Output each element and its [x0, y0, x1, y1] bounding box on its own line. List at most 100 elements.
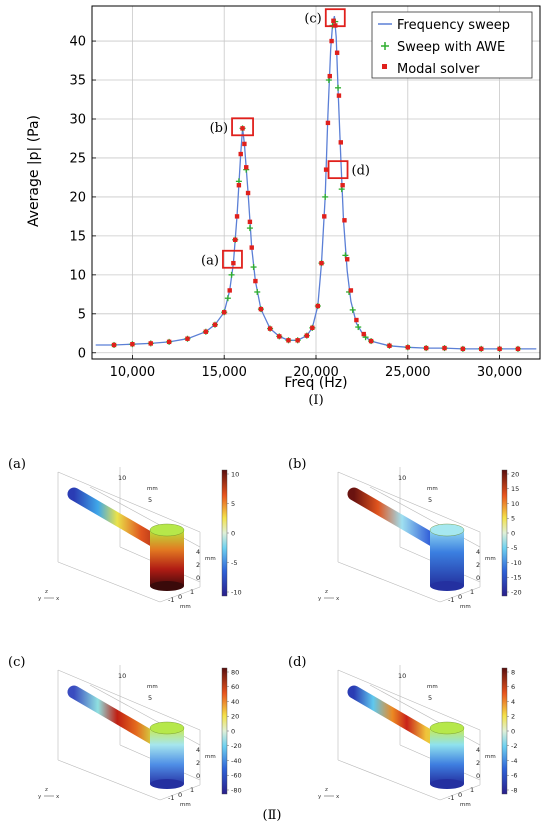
- svg-text:y: y: [38, 794, 42, 800]
- legend-swatch-sweep-awe: [381, 42, 389, 50]
- x-tick-label: 15,000: [201, 365, 247, 380]
- svg-text:y: y: [38, 596, 42, 602]
- axis-bottom-tick: -1: [168, 794, 174, 802]
- svg-text:y: y: [318, 596, 322, 602]
- marker-b: (b): [210, 117, 254, 137]
- axis-unit-top: mm: [427, 684, 438, 690]
- panel-label: (b): [288, 457, 306, 472]
- point-sweep-awe: [254, 288, 261, 295]
- axis-tick-mid: 5: [428, 694, 432, 702]
- point-modal-solver: [238, 151, 243, 157]
- colorbar-tick-label: -10: [511, 559, 522, 567]
- point-modal-solver: [111, 342, 117, 348]
- marker-c: (c): [304, 8, 346, 28]
- axis-bottom-tick: -1: [168, 596, 174, 604]
- point-modal-solver: [361, 331, 366, 337]
- point-modal-solver: [203, 329, 209, 334]
- marker-d: (d): [327, 160, 370, 180]
- point-modal-solver: [247, 219, 253, 225]
- axis-bottom-unit: mm: [460, 802, 471, 808]
- colorbar-tick-label: 0: [511, 727, 515, 735]
- colorbar-tick-label: -6: [511, 772, 517, 780]
- colorbar-tick-label: -4: [511, 757, 517, 765]
- axis-ticks: 10,000 15,000 20,000 25,000 30,000 0 5 10 15 20 25…: [69, 35, 522, 380]
- svg-text:x: x: [336, 596, 340, 602]
- axis-bottom-tick: -1: [448, 596, 454, 604]
- axis-z-tick: 0: [476, 574, 480, 582]
- axis-tick-top: 10: [398, 474, 406, 482]
- colorbar-tick-label: -5: [511, 544, 517, 552]
- axis-z-tick: 4: [196, 746, 200, 754]
- cylinder-base: [150, 581, 184, 591]
- axis-bottom-tick: 0: [178, 791, 182, 799]
- axis-bottom-tick: 1: [470, 786, 474, 794]
- colorbar-tick-label: -10: [231, 588, 242, 596]
- point-modal-solver: [234, 214, 240, 219]
- colorbar-tick-label: -20: [231, 742, 242, 750]
- axis-z-tick: 2: [196, 561, 200, 569]
- svg-text:x: x: [336, 794, 340, 800]
- point-sweep-awe: [322, 193, 329, 200]
- marker-label: (b): [210, 121, 228, 136]
- axis-z-tick: 2: [476, 561, 480, 569]
- cylinder-top: [149, 523, 185, 537]
- svg-text:x: x: [56, 794, 60, 800]
- colorbar-tick-label: -5: [231, 559, 237, 567]
- axis-unit-top: mm: [147, 486, 158, 492]
- point-modal-solver: [286, 338, 291, 343]
- cylinder-field: [150, 530, 184, 586]
- colorbar-tick-label: -2: [511, 742, 517, 750]
- axis-triad-icon: zy x: [318, 589, 340, 602]
- colorbar-tick-label: 5: [231, 500, 235, 508]
- axis-z-tick: 4: [476, 746, 480, 754]
- point-modal-solver: [327, 73, 332, 79]
- legend-label-sweep-awe: Sweep with AWE: [397, 40, 505, 55]
- point-sweep-awe: [250, 264, 257, 271]
- axis-unit-top: mm: [427, 486, 438, 492]
- colorbar-tick-label: -40: [231, 757, 242, 765]
- grid-lines: [92, 6, 540, 359]
- axis-z-tick: 4: [476, 548, 480, 556]
- point-modal-solver: [236, 183, 242, 188]
- cylinder-top: [149, 721, 185, 735]
- colorbar-tick-label: 10: [231, 470, 239, 478]
- axis-bottom-tick: 1: [470, 588, 474, 596]
- point-modal-solver: [130, 341, 135, 347]
- axis-bottom-tick: 1: [190, 588, 194, 596]
- axis-z-tick: 0: [196, 574, 200, 582]
- y-tick-label: 20: [69, 190, 86, 205]
- point-sweep-awe: [228, 271, 235, 278]
- colorbar-tick-label: 20: [231, 713, 239, 721]
- legend-label-modal-solver: Modal solver: [397, 62, 480, 77]
- point-modal-solver: [322, 214, 327, 219]
- y-tick-label: 5: [78, 307, 86, 322]
- highlight-markers: (a) (b) (c) (d): [201, 8, 370, 269]
- point-modal-solver: [336, 93, 342, 98]
- caption-bottom: (Ⅱ): [263, 808, 282, 823]
- axis-bottom-tick: 0: [178, 593, 182, 601]
- axis-z-tick: 2: [196, 759, 200, 767]
- point-modal-solver: [423, 345, 429, 351]
- colorbar-tick-label: -20: [511, 588, 522, 596]
- colorbar: [501, 469, 508, 597]
- point-modal-solver: [338, 140, 343, 145]
- point-modal-solver: [331, 18, 336, 24]
- axis-bottom-tick: 1: [190, 786, 194, 794]
- colorbar-tick-label: 8: [511, 668, 515, 676]
- point-modal-solver: [227, 288, 232, 293]
- point-sweep-awe: [355, 324, 362, 331]
- point-modal-solver: [319, 260, 324, 266]
- point-sweep-awe: [349, 306, 356, 313]
- point-modal-solver: [185, 336, 190, 341]
- point-modal-solver: [221, 310, 227, 315]
- axis-z-tick: 4: [196, 548, 200, 556]
- legend-box: [371, 11, 533, 79]
- frequency-response-chart: (a) (b) (c) (d) 10,000 15,000 20,000 25,000 30,…: [26, 5, 541, 408]
- point-modal-solver: [315, 303, 321, 309]
- y-tick-label: 30: [69, 112, 86, 127]
- colorbar-tick-label: 4: [511, 698, 515, 706]
- colorbar: [221, 667, 228, 795]
- y-tick-label: 15: [69, 229, 86, 244]
